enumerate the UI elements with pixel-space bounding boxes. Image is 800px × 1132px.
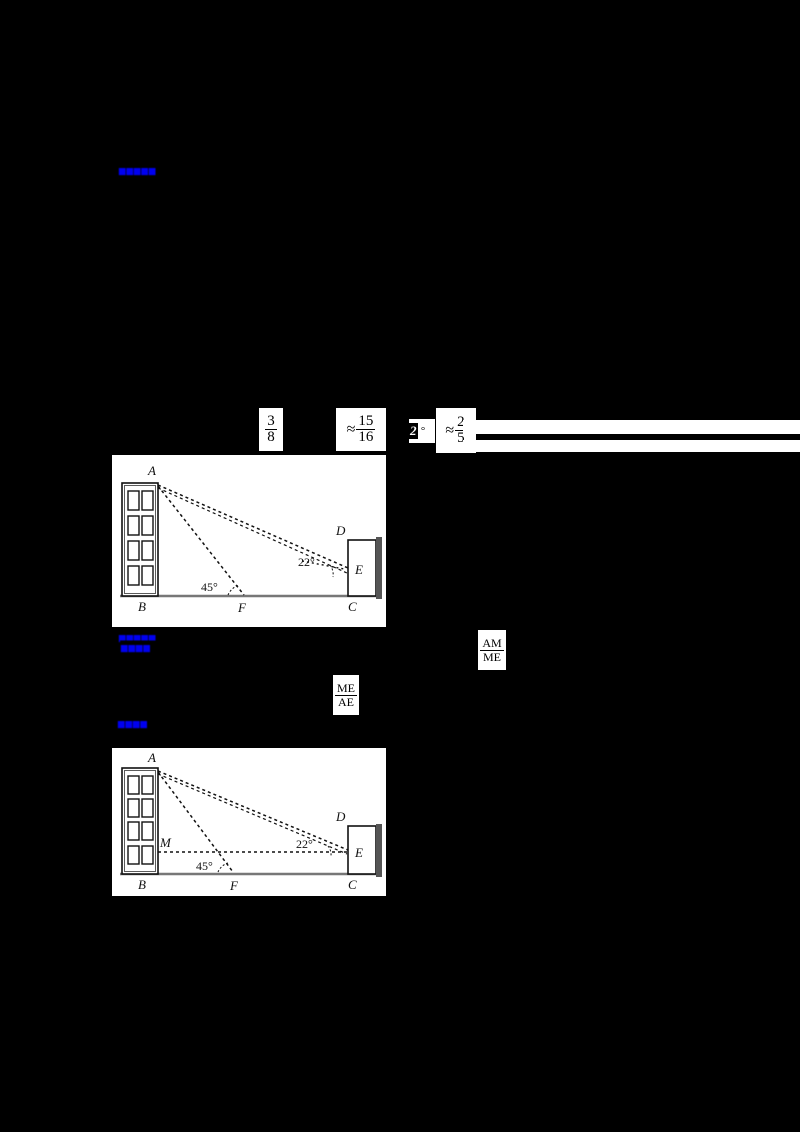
svg-text:F: F <box>237 600 247 615</box>
figure-1: A B C D E F 45° 22° <box>112 455 386 627</box>
svg-text:C: C <box>348 877 357 892</box>
svg-text:F: F <box>229 878 239 893</box>
svg-text:B: B <box>138 599 146 614</box>
fraction-numerator: 2 <box>455 413 467 431</box>
svg-text:B: B <box>138 877 146 892</box>
heading-second-section: ■■■■ <box>120 640 178 662</box>
svg-text:A: A <box>147 750 156 765</box>
svg-text:M: M <box>159 835 172 850</box>
heading-before-figure-2: ■■■■ <box>117 716 183 740</box>
svg-text:E: E <box>354 562 363 577</box>
svg-text:22°: 22° <box>298 555 315 569</box>
approx-symbol: ≈ <box>346 420 356 438</box>
fraction-numerator: AM <box>480 636 504 651</box>
fraction-fifteen-sixteenths: ≈ 15 16 <box>336 408 386 451</box>
fraction-me-over-ae: ME AE <box>333 675 359 715</box>
angle-number: 2 <box>409 423 418 439</box>
svg-text:D: D <box>335 809 346 824</box>
white-bar-right-upper <box>463 420 800 434</box>
svg-text:A: A <box>147 463 156 478</box>
svg-text:45°: 45° <box>201 580 218 594</box>
svg-text:45°: 45° <box>196 859 213 873</box>
svg-text:22°: 22° <box>296 837 313 851</box>
fraction-numerator: 3 <box>265 412 277 430</box>
fraction-am-over-me: AM ME <box>478 630 506 670</box>
svg-text:D: D <box>335 523 346 538</box>
white-bar-right-lower <box>463 440 800 452</box>
fraction-denominator: 16 <box>358 429 374 445</box>
fraction-numerator: 15 <box>356 412 376 430</box>
angle-value-two-degrees: 2 ° <box>409 419 435 443</box>
svg-text:C: C <box>348 599 357 614</box>
fraction-numerator: ME <box>335 681 357 696</box>
heading-top: ■■■■■ <box>118 163 180 187</box>
approx-symbol: ≈ <box>445 421 455 439</box>
fraction-denominator: AE <box>338 694 354 709</box>
fraction-denominator: 5 <box>457 430 465 446</box>
figure-2: A B C D E F M 45° 22° <box>112 748 386 896</box>
degree-symbol: ° <box>420 425 425 437</box>
fraction-denominator: ME <box>483 649 501 664</box>
fraction-three-eighths: 3 8 <box>259 408 283 451</box>
fraction-denominator: 8 <box>267 429 275 445</box>
svg-text:E: E <box>354 845 363 860</box>
